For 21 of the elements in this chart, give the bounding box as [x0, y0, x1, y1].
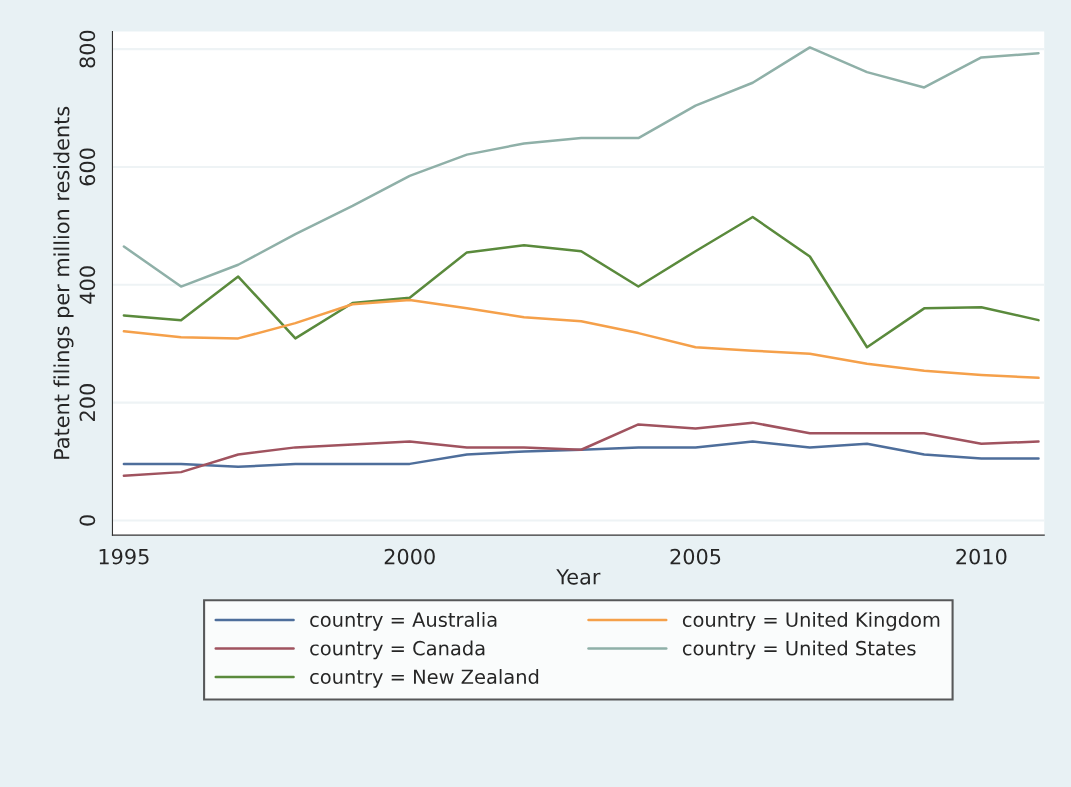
y-tick-label: 800: [79, 30, 96, 68]
legend-label: country = Australia: [310, 611, 497, 631]
x-tick-label: 2010: [956, 548, 1007, 565]
x-tick-label: 1995: [99, 548, 149, 565]
y-axis-title: Patent filings per million residents: [53, 106, 74, 459]
x-axis-title: Year: [556, 569, 601, 585]
legend-label: country = New Zealand: [310, 669, 539, 688]
line-series: [122, 421, 1040, 477]
line-series: [122, 298, 1040, 380]
y-tick-label: 200: [79, 384, 96, 421]
legend-label: country = United Kingdom: [682, 611, 940, 631]
y-tick-label: 400: [79, 266, 96, 304]
line-series: [122, 440, 1040, 469]
legend-label: country = Canada: [310, 640, 485, 660]
y-tick-label: 600: [79, 148, 96, 186]
x-tick-label: 2005: [670, 548, 721, 565]
line-series: [122, 46, 1040, 288]
legend-label: country = United States: [682, 640, 916, 660]
x-tick-label: 2000: [384, 548, 435, 565]
y-tick-label: 0: [79, 515, 96, 526]
line-series: [122, 215, 1040, 349]
